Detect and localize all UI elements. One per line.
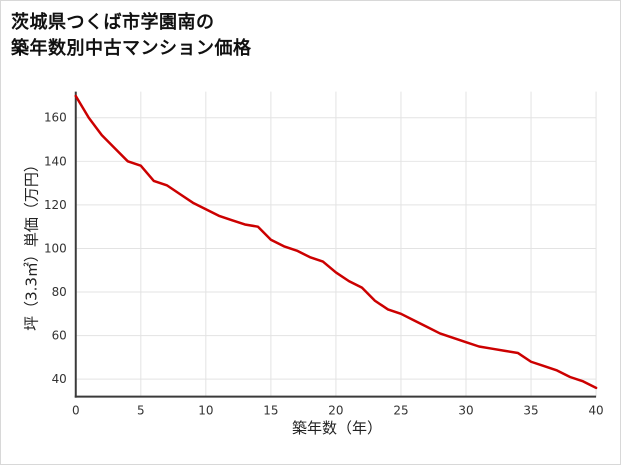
x-tick-label: 0 <box>72 404 80 418</box>
chart-title: 茨城県つくば市学園南の 築年数別中古マンション価格 <box>1 1 620 87</box>
price-series-line <box>74 94 598 390</box>
plot-area: 40 60 80 100 120 140 160 0 5 10 15 20 25 30 35 40 築年数（年… <box>1 87 620 464</box>
chart-title-line1: 茨城県つくば市学園南の <box>11 12 215 33</box>
y-tick-label: 140 <box>44 154 67 168</box>
y-tick-label: 160 <box>44 111 67 125</box>
y-tick-label: 80 <box>52 285 67 299</box>
chart-title-line2: 築年数別中古マンション価格 <box>11 38 252 59</box>
y-tick-label: 120 <box>44 198 67 212</box>
x-tick-label: 35 <box>523 404 538 418</box>
x-tick-label: 5 <box>137 404 145 418</box>
x-tick-label: 40 <box>588 404 603 418</box>
x-tick-label: 10 <box>198 404 213 418</box>
y-axis-label: 坪（3.3㎡）単価（万円） <box>22 157 41 331</box>
x-axis-label: 築年数（年） <box>291 419 382 437</box>
x-tick-label: 25 <box>393 404 408 418</box>
y-tick-label: 40 <box>52 372 67 386</box>
y-tick-label: 100 <box>44 241 67 255</box>
y-tick-label: 60 <box>52 329 67 343</box>
price-line-chart: 40 60 80 100 120 140 160 0 5 10 15 20 25 30 35 40 <box>44 91 604 418</box>
x-tick-label: 30 <box>458 404 473 418</box>
x-tick-label: 20 <box>328 404 343 418</box>
x-tick-label: 15 <box>263 404 278 418</box>
